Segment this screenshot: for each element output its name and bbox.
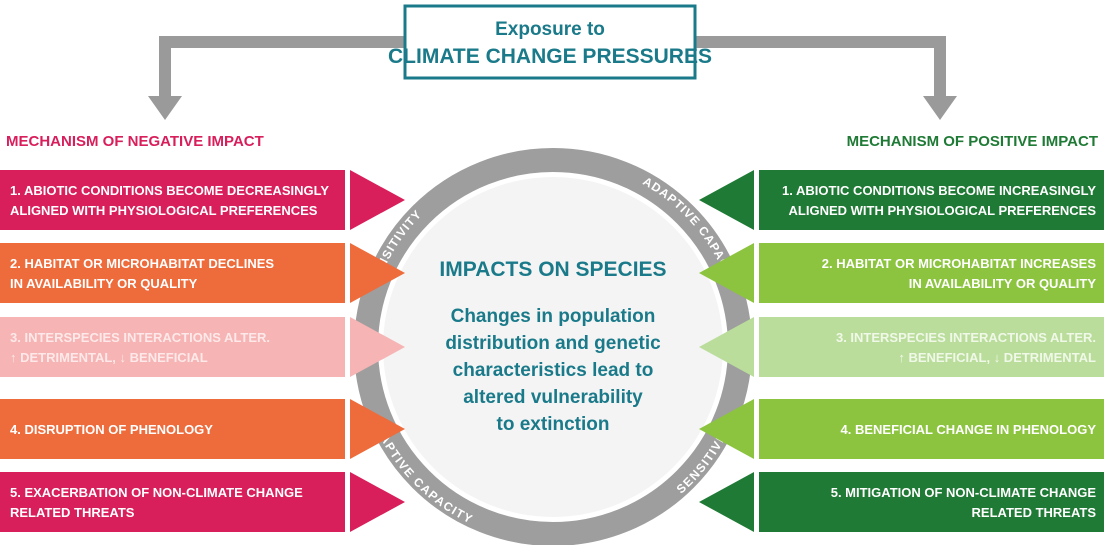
item-arrow — [699, 170, 754, 230]
arrow-head — [148, 96, 182, 120]
ring-inner — [383, 177, 723, 517]
item-text: 2. HABITAT OR MICROHABITAT INCREASES — [822, 256, 1097, 271]
item-text: ↑ BENEFICIAL, ↓ DETRIMENTAL — [898, 350, 1096, 365]
item-arrow — [699, 317, 754, 377]
item-arrow — [350, 317, 405, 377]
left-heading: MECHANISM OF NEGATIVE IMPACT — [6, 133, 264, 150]
center-title: IMPACTS ON SPECIES — [439, 258, 666, 281]
item-bar — [0, 170, 345, 230]
right-heading: MECHANISM OF POSITIVE IMPACT — [847, 133, 1098, 150]
item-bar — [759, 170, 1104, 230]
top-box-line: Exposure to — [495, 19, 605, 40]
item-text: 3. INTERSPECIES INTERACTIONS ALTER. — [10, 330, 270, 345]
item-text: ↑ DETRIMENTAL, ↓ BENEFICIAL — [10, 350, 208, 365]
center-line: distribution and genetic — [445, 333, 661, 354]
item-arrow — [699, 399, 754, 459]
item-bar — [0, 243, 345, 303]
items: 1. ABIOTIC CONDITIONS BECOME DECREASINGL… — [0, 170, 1104, 532]
center-line: altered vulnerability — [463, 387, 643, 408]
item-arrow — [350, 399, 405, 459]
item-text: IN AVAILABILITY OR QUALITY — [909, 276, 1097, 291]
item-text: ALIGNED WITH PHYSIOLOGICAL PREFERENCES — [10, 203, 318, 218]
item-text: ALIGNED WITH PHYSIOLOGICAL PREFERENCES — [789, 203, 1097, 218]
item-arrow — [350, 170, 405, 230]
center-text: Changes in population distribution and ge… — [445, 306, 661, 435]
item-bar — [0, 399, 345, 459]
item-text: 5. EXACERBATION OF NON-CLIMATE CHANGE — [10, 485, 303, 500]
item-bar — [0, 317, 345, 377]
item-bar — [759, 399, 1104, 459]
item-text: RELATED THREATS — [972, 505, 1097, 520]
item-arrow — [350, 472, 405, 532]
item-arrow — [699, 472, 754, 532]
item-text: RELATED THREATS — [10, 505, 135, 520]
connector — [695, 36, 946, 98]
item-text: 1. ABIOTIC CONDITIONS BECOME DECREASINGL… — [10, 183, 329, 198]
item-bar — [0, 472, 345, 532]
item-arrow — [350, 243, 405, 303]
center-line: Changes in population — [451, 306, 656, 327]
arrow-head — [923, 96, 957, 120]
item-text: 3. INTERSPECIES INTERACTIONS ALTER. — [836, 330, 1096, 345]
item-text: 1. ABIOTIC CONDITIONS BECOME INCREASINGL… — [782, 183, 1096, 198]
item-text: 4. DISRUPTION OF PHENOLOGY — [10, 422, 213, 437]
top-box — [403, 4, 697, 80]
center-line: to extinction — [497, 414, 610, 435]
item-text: IN AVAILABILITY OR QUALITY — [10, 276, 198, 291]
connector — [159, 36, 405, 98]
item-text: 2. HABITAT OR MICROHABITAT DECLINES — [10, 256, 274, 271]
center-line: characteristics lead to — [453, 360, 654, 381]
item-text: 5. MITIGATION OF NON-CLIMATE CHANGE — [831, 485, 1097, 500]
item-bar — [759, 472, 1104, 532]
item-bar — [759, 317, 1104, 377]
item-bar — [759, 243, 1104, 303]
item-arrow — [699, 243, 754, 303]
item-text: 4. BENEFICIAL CHANGE IN PHENOLOGY — [841, 422, 1097, 437]
top-box-line: CLIMATE CHANGE PRESSURES — [388, 45, 712, 68]
